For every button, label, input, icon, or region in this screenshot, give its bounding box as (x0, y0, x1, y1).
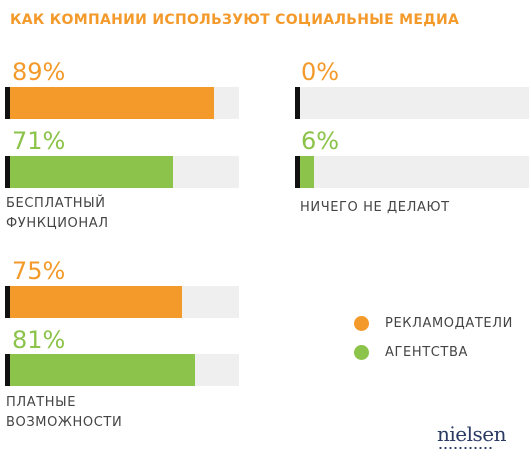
bar-track-paid-agencies (5, 354, 239, 386)
value-label-paid-advertisers: 75% (12, 257, 66, 285)
value-label-paid-agencies: 81% (12, 326, 66, 354)
legend-dot-agencies (354, 345, 369, 360)
legend-label-agencies: АГЕНТСТВА (385, 345, 468, 360)
legend-item-advertisers: РЕКЛАМОДАТЕЛИ (354, 316, 513, 331)
value-label-free-agencies: 71% (12, 127, 66, 155)
value-label-free-advertisers: 89% (12, 58, 66, 86)
bar-free-advertisers (10, 87, 214, 119)
bar-nothing-agencies (300, 156, 314, 188)
nielsen-logo-dots (438, 447, 492, 449)
legend-label-advertisers: РЕКЛАМОДАТЕЛИ (385, 316, 513, 331)
bar-free-agencies (10, 156, 173, 188)
category-label-nothing: НИЧЕГО НЕ ДЕЛАЮТ (300, 200, 450, 215)
category-label-paid: ПЛАТНЫЕ ВОЗМОЖНОСТИ (6, 395, 123, 430)
bar-track-free-agencies (5, 156, 239, 188)
value-label-nothing-advertisers: 0% (301, 58, 340, 86)
bar-track-nothing-agencies (295, 156, 529, 188)
value-label-nothing-agencies: 6% (301, 127, 340, 155)
bar-track-free-advertisers (5, 87, 239, 119)
legend-item-agencies: АГЕНТСТВА (354, 345, 468, 360)
chart-title: КАК КОМПАНИИ ИСПОЛЬЗУЮТ СОЦИАЛЬНЫЕ МЕДИА (10, 12, 460, 28)
nielsen-logo: nielsen (437, 422, 507, 446)
legend-dot-advertisers (354, 316, 369, 331)
bar-paid-agencies (10, 354, 196, 386)
bar-paid-advertisers (10, 286, 182, 318)
bar-track-nothing-advertisers (295, 87, 529, 119)
bar-track-paid-advertisers (5, 286, 239, 318)
category-label-free: БЕСПЛАТНЫЙ ФУНКЦИОНАЛ (6, 196, 109, 231)
